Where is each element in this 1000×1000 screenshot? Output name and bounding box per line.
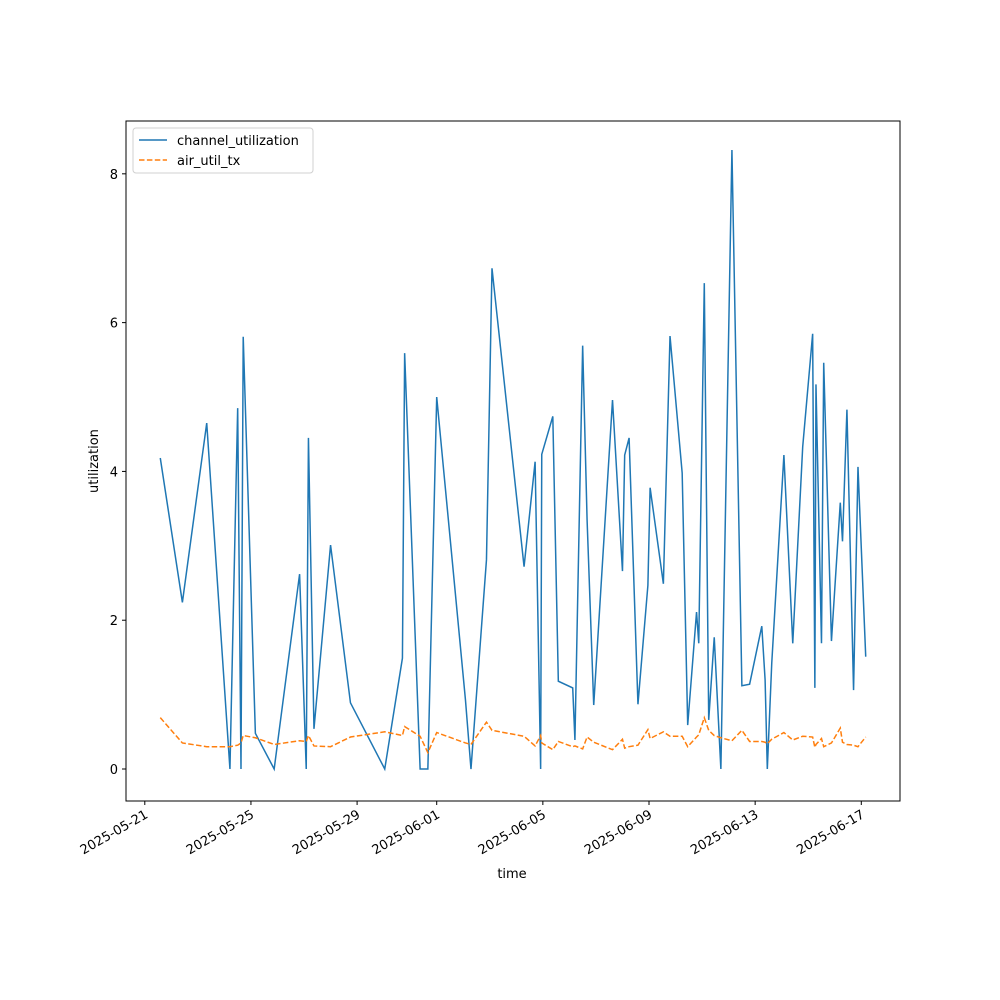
x-tick-label: 2025-06-17 (794, 807, 867, 858)
legend-label: air_util_tx (177, 154, 241, 169)
y-tick-label: 2 (110, 614, 118, 629)
legend-box (132, 127, 314, 174)
plot-frame (125, 120, 901, 802)
x-tick-label: 2025-05-21 (78, 807, 151, 858)
y-tick-label: 8 (110, 168, 118, 183)
series-line (159, 150, 867, 772)
y-tick-label: 0 (110, 763, 118, 778)
x-tick-label: 2025-06-13 (688, 807, 761, 858)
y-tick-label: 4 (110, 465, 118, 480)
x-tick-label: 2025-06-01 (370, 807, 443, 858)
y-tick-label: 6 (110, 317, 118, 332)
x-axis-label: time (497, 867, 526, 882)
legend-label: channel_utilization (177, 134, 299, 149)
x-tick-label: 2025-05-25 (184, 807, 257, 858)
x-tick-label: 2025-06-05 (476, 807, 549, 858)
series-line (159, 715, 867, 755)
y-axis-label: utilization (87, 429, 102, 493)
x-tick-label: 2025-05-29 (290, 807, 363, 858)
x-tick-label: 2025-06-09 (582, 807, 655, 858)
